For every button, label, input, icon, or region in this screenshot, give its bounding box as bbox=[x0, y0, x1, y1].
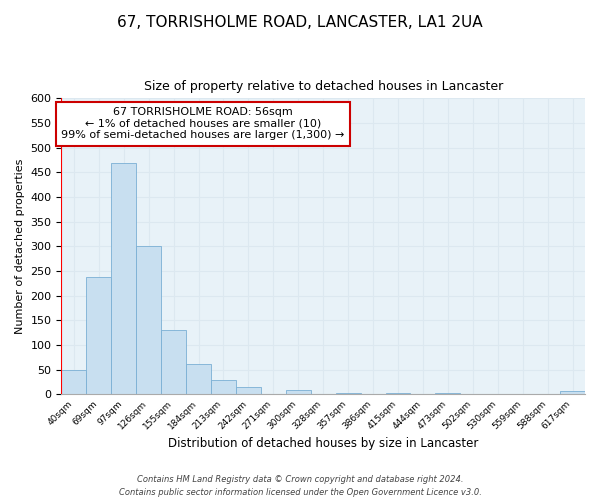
Title: Size of property relative to detached houses in Lancaster: Size of property relative to detached ho… bbox=[143, 80, 503, 93]
Text: Contains HM Land Registry data © Crown copyright and database right 2024.
Contai: Contains HM Land Registry data © Crown c… bbox=[119, 476, 481, 497]
Bar bbox=[286, 390, 311, 394]
Text: 67 TORRISHOLME ROAD: 56sqm
← 1% of detached houses are smaller (10)
99% of semi-: 67 TORRISHOLME ROAD: 56sqm ← 1% of detac… bbox=[61, 107, 344, 140]
Bar bbox=[61, 370, 86, 394]
Bar bbox=[386, 393, 410, 394]
Bar bbox=[436, 393, 460, 394]
X-axis label: Distribution of detached houses by size in Lancaster: Distribution of detached houses by size … bbox=[168, 437, 478, 450]
Bar bbox=[136, 246, 161, 394]
Bar bbox=[111, 162, 136, 394]
Bar bbox=[560, 390, 585, 394]
Bar bbox=[161, 330, 186, 394]
Text: 67, TORRISHOLME ROAD, LANCASTER, LA1 2UA: 67, TORRISHOLME ROAD, LANCASTER, LA1 2UA bbox=[117, 15, 483, 30]
Bar bbox=[86, 277, 111, 394]
Bar bbox=[186, 364, 211, 394]
Y-axis label: Number of detached properties: Number of detached properties bbox=[15, 158, 25, 334]
Bar bbox=[211, 380, 236, 394]
Bar bbox=[236, 387, 261, 394]
Bar bbox=[335, 393, 361, 394]
